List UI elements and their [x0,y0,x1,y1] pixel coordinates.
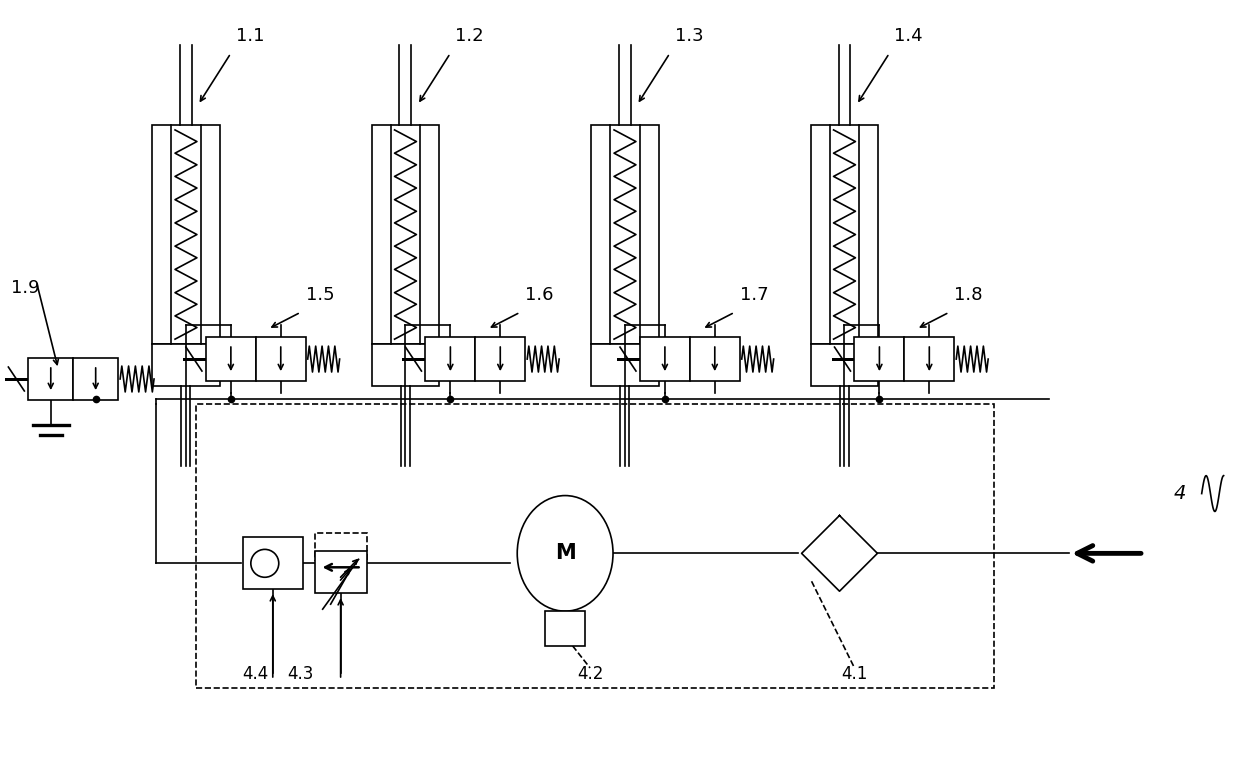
Bar [811,344,878,386]
Bar [475,337,526,381]
Text: 4.3: 4.3 [288,665,314,683]
Text: 4.1: 4.1 [841,665,868,683]
Text: 1.5: 1.5 [306,286,335,304]
Bar [196,404,994,688]
Text: 4.2: 4.2 [577,665,603,683]
Bar [372,344,439,386]
Text: 1.6: 1.6 [526,286,554,304]
Bar [243,537,303,589]
Bar [315,551,367,594]
Text: 1.2: 1.2 [455,27,484,46]
Bar [546,611,585,646]
Bar [689,337,740,381]
Text: 4: 4 [1174,484,1187,503]
Bar [904,337,955,381]
Ellipse shape [517,496,613,611]
Bar [854,337,904,381]
Circle shape [250,550,279,578]
Bar [153,125,219,344]
Bar [315,534,367,562]
Bar [153,344,219,386]
Text: 1.3: 1.3 [675,27,703,46]
Bar [372,125,439,344]
Text: 4.4: 4.4 [243,665,269,683]
Bar [425,337,475,381]
Text: 1.7: 1.7 [740,286,769,304]
Bar [29,358,73,400]
Bar [255,337,306,381]
Text: 1.1: 1.1 [236,27,264,46]
Bar [591,125,658,344]
Text: 1.8: 1.8 [955,286,983,304]
Bar [591,344,658,386]
Bar [640,337,689,381]
Bar [811,125,878,344]
Text: 1.9: 1.9 [11,279,40,298]
Text: M: M [554,543,575,563]
Bar [73,358,118,400]
Text: 1.4: 1.4 [894,27,923,46]
Bar [206,337,255,381]
